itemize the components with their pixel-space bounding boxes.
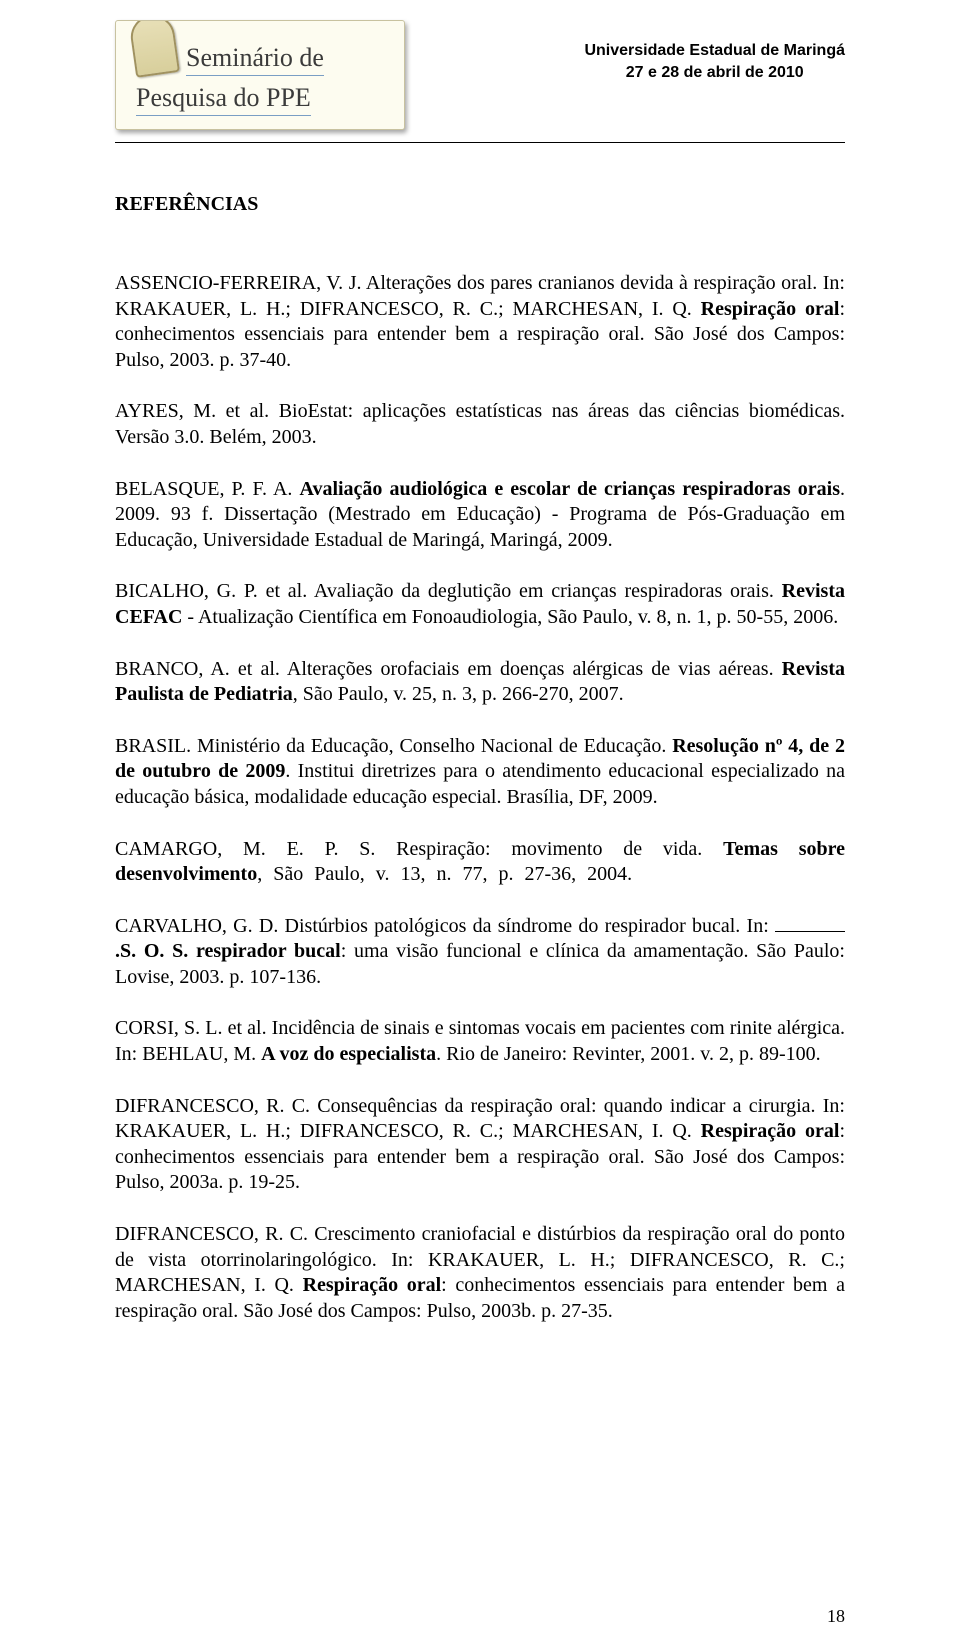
ref-title: Respiração oral: [303, 1274, 442, 1296]
reference-item: CORSI, S. L. et al. Incidência de sinais…: [115, 1016, 845, 1067]
page: Seminário de Pesquisa do PPE Universidad…: [0, 0, 960, 1651]
reference-item: CARVALHO, G. D. Distúrbios patológicos d…: [115, 914, 845, 991]
page-number: 18: [827, 1606, 845, 1627]
blank-line: [775, 931, 845, 932]
reference-item: BRASIL. Ministério da Educação, Conselho…: [115, 734, 845, 811]
reference-item: CAMARGO, M. E. P. S. Respiração: movimen…: [115, 837, 845, 888]
ref-text: AYRES, M. et al. BioEstat: aplicações es…: [115, 400, 845, 448]
ref-title: Respiração oral: [701, 1120, 840, 1142]
ref-text: BRASIL. Ministério da Educação, Conselho…: [115, 735, 672, 757]
reference-item: ASSENCIO-FERREIRA, V. J. Alterações dos …: [115, 271, 845, 373]
logo-line-1: Seminário de: [186, 43, 324, 76]
reference-item: DIFRANCESCO, R. C. Crescimento craniofac…: [115, 1222, 845, 1324]
ref-text: . Rio de Janeiro: Revinter, 2001. v. 2, …: [436, 1043, 821, 1065]
reference-item: AYRES, M. et al. BioEstat: aplicações es…: [115, 399, 845, 450]
reference-item: BICALHO, G. P. et al. Avaliação da deglu…: [115, 579, 845, 630]
ref-text: BELASQUE, P. F. A.: [115, 478, 299, 500]
ref-text: , São Paulo, v. 25, n. 3, p. 266-270, 20…: [293, 683, 624, 705]
ref-text: , São Paulo, v. 13, n. 77, p. 27-36, 200…: [257, 863, 632, 885]
ref-text: BICALHO, G. P. et al. Avaliação da deglu…: [115, 580, 782, 602]
page-header: Seminário de Pesquisa do PPE Universidad…: [115, 0, 845, 143]
seminar-logo: Seminário de Pesquisa do PPE: [115, 20, 405, 130]
ref-title: A voz do especialista: [261, 1043, 436, 1065]
logo-line-2: Pesquisa do PPE: [136, 83, 311, 116]
section-title: REFERÊNCIAS: [115, 193, 845, 216]
ref-title: Avaliação audiológica e escolar de crian…: [299, 478, 840, 500]
ref-text: CARVALHO, G. D. Distúrbios patológicos d…: [115, 915, 775, 937]
ref-title: Respiração oral: [701, 298, 840, 320]
university-name: Universidade Estadual de Maringá: [584, 40, 845, 62]
ref-text: BRANCO, A. et al. Alterações orofaciais …: [115, 658, 782, 680]
paperclip-icon: [128, 20, 180, 78]
reference-item: BRANCO, A. et al. Alterações orofaciais …: [115, 657, 845, 708]
reference-item: BELASQUE, P. F. A. Avaliação audiológica…: [115, 477, 845, 554]
ref-text: - Atualização Científica em Fonoaudiolog…: [182, 606, 838, 628]
event-dates: 27 e 28 de abril de 2010: [584, 62, 845, 84]
reference-item: DIFRANCESCO, R. C. Consequências da resp…: [115, 1094, 845, 1196]
ref-text: CAMARGO, M. E. P. S. Respiração: movimen…: [115, 838, 723, 860]
ref-title: .S. O. S. respirador bucal: [115, 940, 341, 962]
header-institution: Universidade Estadual de Maringá 27 e 28…: [584, 20, 845, 83]
